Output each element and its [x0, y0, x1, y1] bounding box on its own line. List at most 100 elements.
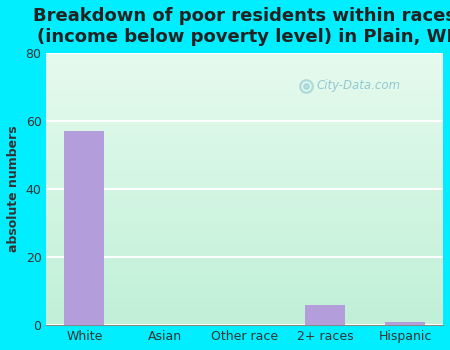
- Bar: [46, 294, 443, 295]
- Bar: [46, 242, 443, 244]
- Bar: [46, 310, 443, 312]
- Bar: [46, 170, 443, 171]
- Bar: [46, 257, 443, 258]
- Bar: [46, 164, 443, 166]
- Bar: [46, 207, 443, 208]
- Bar: [46, 137, 443, 139]
- Bar: [46, 99, 443, 100]
- Bar: [46, 151, 443, 152]
- Bar: [46, 175, 443, 177]
- Bar: [46, 61, 443, 62]
- Bar: [46, 188, 443, 189]
- Text: City-Data.com: City-Data.com: [316, 79, 400, 92]
- Bar: [46, 100, 443, 102]
- Bar: [46, 116, 443, 117]
- Bar: [46, 57, 443, 58]
- Bar: [46, 246, 443, 247]
- Bar: [46, 122, 443, 124]
- Bar: [46, 185, 443, 186]
- Bar: [46, 321, 443, 322]
- Bar: [46, 95, 443, 97]
- Bar: [385, 322, 425, 325]
- Bar: [46, 87, 443, 88]
- Bar: [46, 324, 443, 325]
- Bar: [46, 56, 443, 57]
- Bar: [46, 203, 443, 204]
- Bar: [46, 239, 443, 241]
- Bar: [46, 265, 443, 267]
- Bar: [46, 298, 443, 299]
- Bar: [46, 286, 443, 287]
- Bar: [46, 102, 443, 103]
- Bar: [46, 152, 443, 154]
- Bar: [46, 186, 443, 188]
- Bar: [46, 216, 443, 218]
- Bar: [46, 114, 443, 116]
- Bar: [46, 295, 443, 296]
- Bar: [46, 252, 443, 253]
- Bar: [46, 291, 443, 293]
- Bar: [46, 140, 443, 141]
- Bar: [46, 249, 443, 250]
- Bar: [46, 146, 443, 147]
- Bar: [46, 118, 443, 120]
- Bar: [46, 288, 443, 290]
- Bar: [46, 79, 443, 80]
- Bar: [46, 131, 443, 132]
- Bar: [46, 256, 443, 257]
- Bar: [46, 80, 443, 82]
- Bar: [46, 247, 443, 249]
- Bar: [46, 235, 443, 237]
- Bar: [46, 54, 443, 56]
- Bar: [46, 226, 443, 227]
- Bar: [46, 83, 443, 84]
- Bar: [46, 76, 443, 77]
- Bar: [46, 134, 443, 136]
- Bar: [46, 229, 443, 230]
- Bar: [46, 205, 443, 207]
- Bar: [46, 234, 443, 235]
- Bar: [46, 139, 443, 140]
- Bar: [46, 158, 443, 159]
- Bar: [46, 177, 443, 178]
- Bar: [46, 94, 443, 95]
- Bar: [46, 271, 443, 272]
- Bar: [46, 231, 443, 233]
- Bar: [46, 214, 443, 215]
- Bar: [46, 180, 443, 181]
- Bar: [46, 156, 443, 158]
- Bar: [46, 250, 443, 252]
- Bar: [46, 219, 443, 220]
- Bar: [46, 192, 443, 193]
- Bar: [46, 196, 443, 197]
- Bar: [46, 129, 443, 131]
- Bar: [46, 195, 443, 196]
- Bar: [46, 244, 443, 245]
- Bar: [46, 322, 443, 324]
- Bar: [46, 320, 443, 321]
- Bar: [46, 107, 443, 109]
- Bar: [46, 126, 443, 128]
- Bar: [46, 201, 443, 203]
- Bar: [46, 97, 443, 98]
- Bar: [46, 106, 443, 107]
- Bar: [46, 279, 443, 280]
- Bar: [46, 293, 443, 294]
- Bar: [46, 117, 443, 118]
- Bar: [46, 262, 443, 264]
- Bar: [46, 290, 443, 291]
- Bar: [46, 144, 443, 146]
- Bar: [46, 200, 443, 201]
- Bar: [46, 125, 443, 126]
- Bar: [46, 209, 443, 211]
- Bar: [46, 132, 443, 133]
- Bar: [46, 287, 443, 288]
- Bar: [46, 301, 443, 302]
- Bar: [46, 149, 443, 151]
- Bar: [46, 66, 443, 68]
- Bar: [46, 113, 443, 114]
- Bar: [46, 260, 443, 261]
- Bar: [46, 91, 443, 92]
- Bar: [46, 197, 443, 198]
- Bar: [46, 69, 443, 71]
